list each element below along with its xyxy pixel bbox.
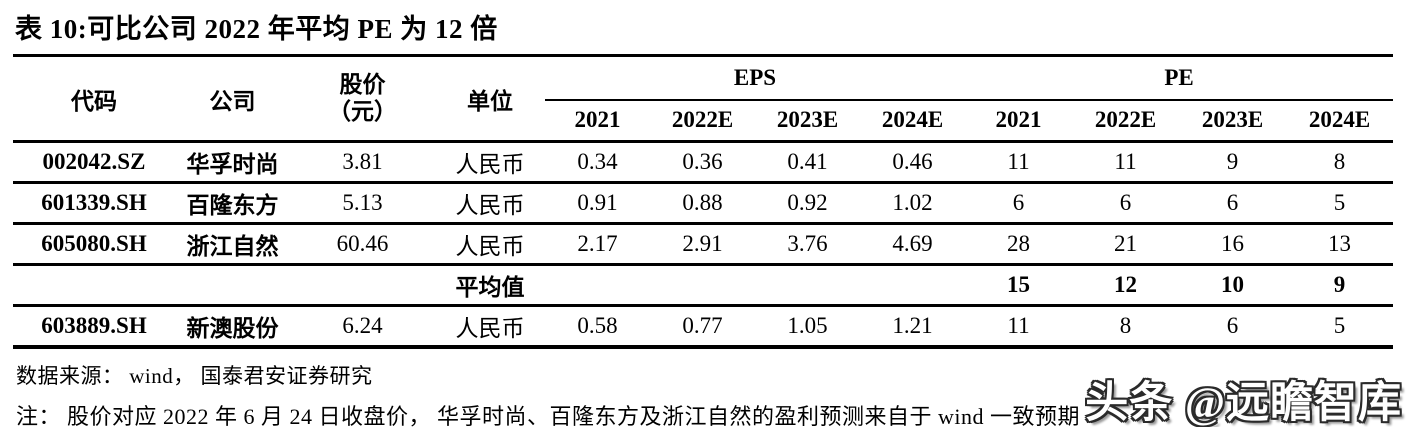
- unit-cell: 人民币: [435, 141, 545, 184]
- eps-cell: 4.69: [860, 223, 965, 266]
- table-row: 603889.SH 新澳股份 6.24 人民币 0.58 0.77 1.05 1…: [13, 305, 1394, 349]
- eps-cell: 0.58: [545, 305, 650, 349]
- eps-cell: 3.76: [755, 223, 860, 266]
- col-header-code: 代码: [13, 55, 175, 143]
- table-row: 601339.SH 百隆东方 5.13 人民币 0.91 0.88 0.92 1…: [13, 182, 1394, 225]
- table-row: 002042.SZ 华孚时尚 3.81 人民币 0.34 0.36 0.41 0…: [13, 141, 1394, 184]
- code-cell: 002042.SZ: [13, 141, 175, 184]
- eps-cell: 0.77: [650, 305, 755, 349]
- pe-cell: 6: [1179, 182, 1286, 225]
- eps-cell: [860, 264, 965, 307]
- price-cell: 5.13: [290, 182, 435, 225]
- pe-average-cell: 15: [965, 264, 1072, 307]
- watermark: 头条 @远瞻智库: [1085, 380, 1402, 427]
- year-header-pe-2023e: 2023E: [1179, 99, 1286, 143]
- pe-cell: 8: [1072, 305, 1179, 349]
- page-title: 表 10:可比公司 2022 年平均 PE 为 12 倍: [15, 14, 498, 44]
- pe-cell: 28: [965, 223, 1072, 266]
- data-source-note: 数据来源： wind， 国泰君安证券研究: [16, 363, 373, 388]
- year-header-pe-2021: 2021: [965, 99, 1072, 143]
- eps-cell: [755, 264, 860, 307]
- price-cell: 3.81: [290, 141, 435, 184]
- eps-cell: 1.02: [860, 182, 965, 225]
- eps-cell: [545, 264, 650, 307]
- code-cell: 603889.SH: [13, 305, 175, 349]
- year-header-eps-2022e: 2022E: [650, 99, 755, 143]
- unit-cell: 人民币: [435, 182, 545, 225]
- company-cell: [175, 264, 290, 307]
- eps-cell: 0.41: [755, 141, 860, 184]
- pe-cell: 5: [1286, 305, 1394, 349]
- pe-cell: 11: [1072, 141, 1179, 184]
- pe-cell: 6: [1179, 305, 1286, 349]
- table-row: 605080.SH 浙江自然 60.46 人民币 2.17 2.91 3.76 …: [13, 223, 1394, 266]
- comparable-companies-table: 代码 公司 股价 （元） 单位 EPS PE 2021 2022E 2023E …: [13, 54, 1394, 349]
- year-header-pe-2024e: 2024E: [1286, 99, 1394, 143]
- pe-average-cell: 9: [1286, 264, 1394, 307]
- pe-average-cell: 12: [1072, 264, 1179, 307]
- eps-cell: 0.36: [650, 141, 755, 184]
- company-cell: 华孚时尚: [175, 141, 290, 184]
- col-header-price-line2: （元）: [328, 98, 397, 124]
- pe-average-cell: 10: [1179, 264, 1286, 307]
- eps-cell: [650, 264, 755, 307]
- eps-cell: 0.91: [545, 182, 650, 225]
- footnote: 注： 股价对应 2022 年 6 月 24 日收盘价， 华孚时尚、百隆东方及浙江…: [16, 403, 1081, 427]
- unit-cell: 人民币: [435, 305, 545, 349]
- company-cell: 浙江自然: [175, 223, 290, 266]
- eps-cell: 0.46: [860, 141, 965, 184]
- col-header-unit: 单位: [435, 55, 545, 143]
- code-cell: [13, 264, 175, 307]
- code-cell: 605080.SH: [13, 223, 175, 266]
- price-cell: [290, 264, 435, 307]
- col-header-company: 公司: [175, 55, 290, 143]
- eps-cell: 2.91: [650, 223, 755, 266]
- table-row-average: 平均值 15 12 10 9: [13, 264, 1394, 307]
- unit-cell: 人民币: [435, 223, 545, 266]
- pe-cell: 11: [965, 305, 1072, 349]
- pe-cell: 8: [1286, 141, 1394, 184]
- group-header-pe: PE: [965, 55, 1394, 101]
- eps-cell: 2.17: [545, 223, 650, 266]
- company-cell: 百隆东方: [175, 182, 290, 225]
- average-label: 平均值: [435, 264, 545, 307]
- eps-cell: 0.88: [650, 182, 755, 225]
- code-cell: 601339.SH: [13, 182, 175, 225]
- eps-cell: 0.34: [545, 141, 650, 184]
- pe-cell: 11: [965, 141, 1072, 184]
- year-header-pe-2022e: 2022E: [1072, 99, 1179, 143]
- pe-cell: 9: [1179, 141, 1286, 184]
- table-header-year-row: 2021 2022E 2023E 2024E 2021 2022E 2023E …: [13, 99, 1394, 143]
- year-header-eps-2023e: 2023E: [755, 99, 860, 143]
- pe-cell: 21: [1072, 223, 1179, 266]
- pe-cell: 6: [1072, 182, 1179, 225]
- pe-cell: 13: [1286, 223, 1394, 266]
- year-header-eps-2024e: 2024E: [860, 99, 965, 143]
- pe-cell: 6: [965, 182, 1072, 225]
- group-header-eps: EPS: [545, 55, 965, 101]
- year-header-eps-2021: 2021: [545, 99, 650, 143]
- col-header-price: 股价 （元）: [290, 55, 435, 143]
- price-cell: 6.24: [290, 305, 435, 349]
- eps-cell: 1.21: [860, 305, 965, 349]
- eps-cell: 1.05: [755, 305, 860, 349]
- col-header-price-line1: 股价: [339, 72, 386, 98]
- eps-cell: 0.92: [755, 182, 860, 225]
- company-cell: 新澳股份: [175, 305, 290, 349]
- price-cell: 60.46: [290, 223, 435, 266]
- pe-cell: 16: [1179, 223, 1286, 266]
- pe-cell: 5: [1286, 182, 1394, 225]
- table-header-group-row: 代码 公司 股价 （元） 单位 EPS PE: [13, 55, 1394, 143]
